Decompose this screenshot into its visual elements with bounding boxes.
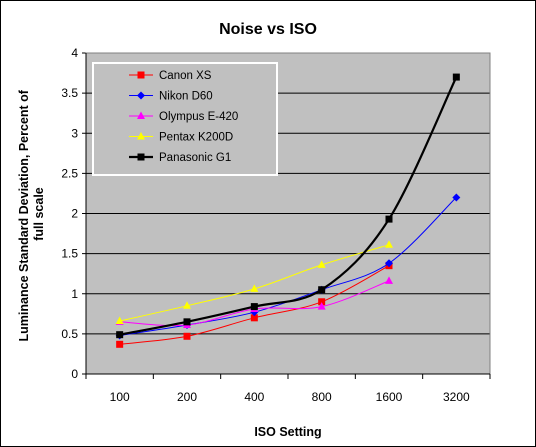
chart-title: Noise vs ISO — [219, 21, 317, 38]
legend-swatch-marker-olympus-e-420 — [137, 111, 145, 119]
y-tick-label-4: 2 — [71, 207, 78, 221]
point-panasonic-g1-400 — [250, 303, 258, 311]
y-tick-label-0: 0 — [71, 367, 78, 381]
legend-item-canon-xs: Canon XS — [129, 70, 212, 82]
legend-swatch-marker-canon-xs — [137, 71, 145, 79]
legend-label-nikon-d60: Nikon D60 — [159, 91, 213, 103]
x-tick-label-3200: 3200 — [443, 390, 470, 404]
point-panasonic-g1-800 — [318, 286, 326, 294]
point-pentax-k200d-400 — [250, 284, 259, 292]
point-pentax-k200d-800 — [317, 260, 326, 268]
point-canon-xs-200 — [183, 332, 191, 340]
axes: 0 0.5 1 1.5 2 2.5 3 3.5 4 100 200 400 800 1600 3200 — [61, 46, 491, 404]
point-olympus-e-420-800 — [317, 302, 326, 310]
x-tick-label-100: 100 — [110, 390, 130, 404]
point-panasonic-g1-3200 — [452, 73, 460, 81]
y-axis-title: Luminance Standard Deviation, Percent of… — [17, 87, 46, 342]
legend-item-nikon-d60: Nikon D60 — [129, 91, 213, 103]
legend-label-pentax-k200d: Pentax K200D — [159, 132, 233, 144]
legend-label-panasonic-g1: Panasonic G1 — [159, 152, 231, 164]
series-panasonic-g1 — [116, 73, 460, 339]
point-canon-xs-100 — [116, 340, 124, 348]
y-axis-title-line-2: full scale — [32, 187, 46, 241]
y-tick-label-7: 3.5 — [61, 86, 78, 100]
legend-label-canon-xs: Canon XS — [159, 70, 212, 82]
legend-box — [92, 62, 278, 176]
point-panasonic-g1-100 — [116, 331, 124, 339]
x-tick-label-800: 800 — [312, 390, 332, 404]
y-tick-label-3: 1.5 — [61, 247, 78, 261]
legend-label-olympus-e-420: Olympus E-420 — [159, 111, 238, 123]
y-tick-label-8: 4 — [71, 46, 78, 60]
legend-swatch-marker-nikon-d60 — [137, 91, 145, 100]
legend-swatch-marker-panasonic-g1 — [137, 153, 145, 161]
y-tick-label-6: 3 — [71, 126, 78, 140]
point-pentax-k200d-200 — [183, 301, 191, 309]
series-layer — [115, 73, 461, 348]
point-panasonic-g1-200 — [183, 318, 191, 326]
y-axis-title-line-1: Luminance Standard Deviation, Percent of — [17, 89, 31, 341]
legend-swatch-marker-pentax-k200d — [137, 132, 145, 140]
legend-item-olympus-e-420: Olympus E-420 — [129, 111, 238, 123]
point-olympus-e-420-1600 — [385, 276, 393, 284]
point-panasonic-g1-1600 — [385, 215, 393, 223]
y-tick-label-5: 2.5 — [61, 166, 78, 180]
series-pentax-k200d — [115, 240, 393, 325]
y-tick-label-1: 0.5 — [61, 327, 78, 341]
point-nikon-d60-3200 — [452, 193, 461, 202]
legend-item-pentax-k200d: Pentax K200D — [129, 132, 233, 144]
point-pentax-k200d-1600 — [385, 240, 393, 248]
point-nikon-d60-1600 — [385, 259, 393, 268]
x-tick-label-200: 200 — [177, 390, 197, 404]
x-tick-label-400: 400 — [244, 390, 264, 404]
legend-item-panasonic-g1: Panasonic G1 — [129, 152, 231, 164]
point-pentax-k200d-100 — [115, 316, 124, 325]
x-tick-label-1600: 1600 — [376, 390, 403, 404]
legend: Canon XS Nikon D60 Olympus E-420 Pentax K20… — [92, 62, 278, 176]
x-axis-title: ISO Setting — [254, 425, 321, 439]
y-tick-label-2: 1 — [71, 287, 78, 301]
